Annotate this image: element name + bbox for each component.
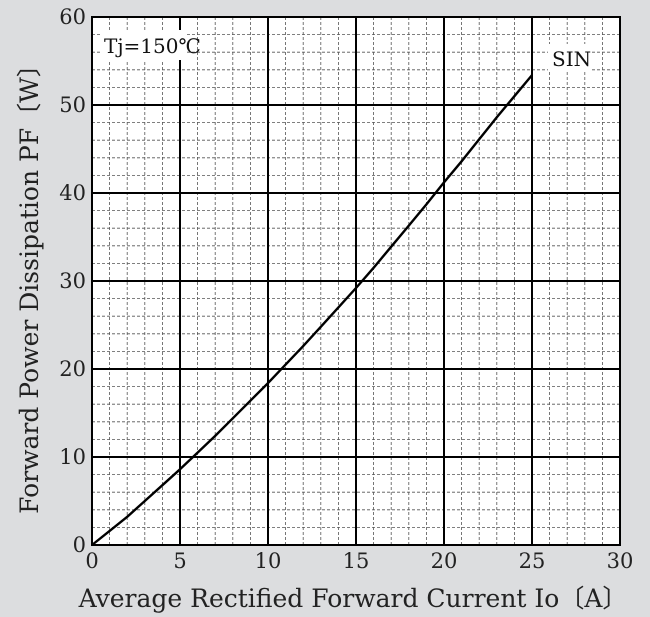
y-tick-label: 10: [59, 445, 86, 469]
x-tick-label: 30: [607, 549, 634, 573]
condition-annotation: Tj=150℃: [104, 34, 201, 58]
y-axis-title: Forward Power Dissipation PF〔W〕: [15, 52, 44, 514]
y-tick-label: 30: [59, 269, 86, 293]
y-tick-label: 40: [59, 181, 86, 205]
y-tick-label: 50: [59, 93, 86, 117]
x-tick-label: 20: [431, 549, 458, 573]
x-tick-labels: 0 5 10 15 20 25 30: [85, 549, 633, 573]
x-tick-label: 0: [85, 549, 98, 573]
series-label-sin: SIN: [552, 47, 591, 71]
x-tick-label: 5: [173, 549, 186, 573]
x-tick-label: 10: [255, 549, 282, 573]
y-tick-label: 60: [59, 5, 86, 29]
series-label-bg: [548, 44, 590, 72]
x-tick-label: 25: [519, 549, 546, 573]
y-tick-label: 20: [59, 357, 86, 381]
condition-label-bg: [101, 30, 187, 60]
series-layer: [91, 74, 533, 546]
major-grid: [92, 17, 620, 545]
x-tick-label: 15: [343, 549, 370, 573]
y-tick-labels: 0 10 20 30 40 50 60: [59, 5, 86, 557]
series-line-sin: [91, 74, 533, 546]
plot-frame: [91, 16, 621, 546]
x-axis-title: Average Rectified Forward Current Io〔A〕: [78, 584, 628, 613]
y-tick-label: 0: [73, 533, 86, 557]
